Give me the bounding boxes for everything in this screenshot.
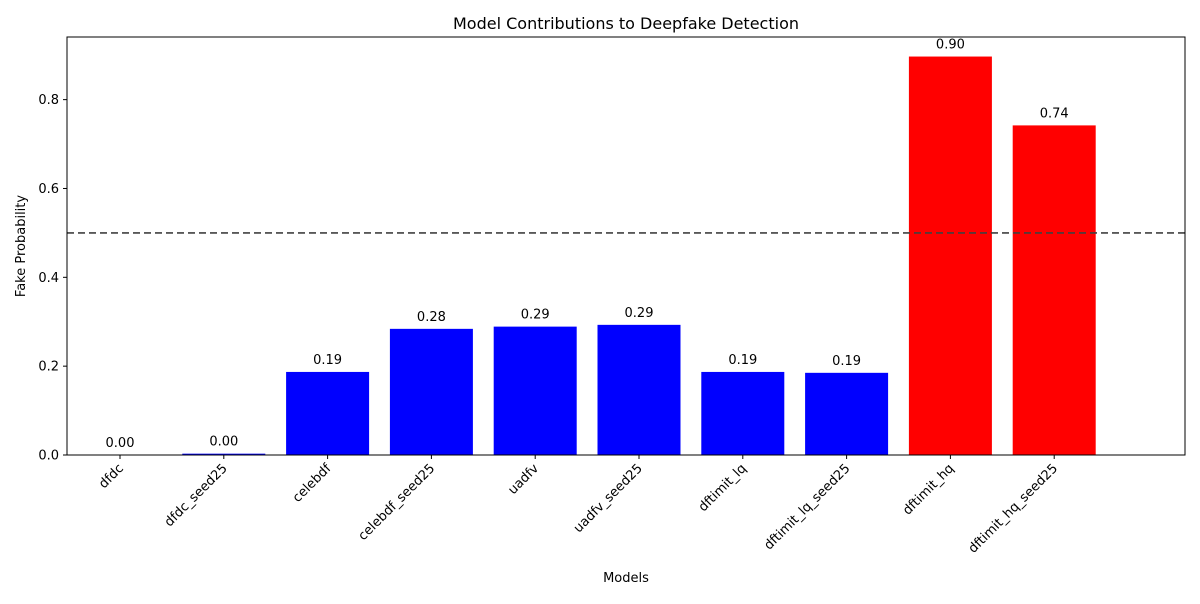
value-label-uadfv: 0.29: [521, 308, 550, 323]
y-tick-label: 0.0: [38, 449, 59, 464]
value-label-dftimit_lq_seed25: 0.19: [832, 354, 861, 369]
bar-dftimit_hq: [909, 57, 992, 455]
x-tick-label-dftimit_hq_seed25: dftimit_hq_seed25: [966, 461, 1061, 556]
value-label-dftimit_hq: 0.90: [936, 38, 965, 53]
x-tick-label-dftimit_lq: dftimit_lq: [696, 461, 750, 515]
value-label-dftimit_lq: 0.19: [728, 353, 757, 368]
x-tick-label-uadfv_seed25: uadfv_seed25: [571, 461, 646, 536]
y-tick-label: 0.2: [38, 360, 59, 375]
value-label-celebdf: 0.19: [313, 353, 342, 368]
bar-celebdf: [286, 372, 369, 455]
x-tick-label-celebdf: celebdf: [290, 461, 335, 506]
value-label-dfdc_seed25: 0.00: [209, 435, 238, 450]
chart-title: Model Contributions to Deepfake Detectio…: [453, 14, 799, 33]
bar-celebdf_seed25: [390, 329, 473, 455]
y-tick-label: 0.6: [38, 182, 59, 197]
x-tick-label-uadfv: uadfv: [505, 461, 542, 498]
value-label-uadfv_seed25: 0.29: [625, 306, 654, 321]
x-tick-label-dftimit_lq_seed25: dftimit_lq_seed25: [761, 461, 853, 553]
bar-dftimit_lq: [701, 372, 784, 455]
bar-dftimit_lq_seed25: [805, 373, 888, 455]
x-tick-label-dfdc_seed25: dfdc_seed25: [162, 461, 231, 530]
value-label-dftimit_hq_seed25: 0.74: [1040, 106, 1069, 121]
value-label-celebdf_seed25: 0.28: [417, 310, 446, 325]
plot-area: 0.00 0.00 0.19 0.28 0.29 0.29 0.19 0.19 0.90 0.74…: [38, 37, 1185, 557]
y-axis-label: Fake Probability: [14, 195, 29, 297]
x-tick-label-celebdf_seed25: celebdf_seed25: [356, 461, 439, 544]
x-tick-label-dftimit_hq: dftimit_hq: [900, 461, 957, 518]
value-label-dfdc: 0.00: [106, 436, 135, 451]
y-tick-label: 0.8: [38, 93, 59, 108]
x-tick-label-dfdc: dfdc: [96, 461, 127, 492]
bar-uadfv_seed25: [598, 325, 681, 455]
bar-uadfv: [494, 327, 577, 455]
x-axis-label: Models: [603, 571, 649, 586]
bar-dftimit_hq_seed25: [1013, 125, 1096, 455]
y-tick-label: 0.4: [38, 271, 59, 286]
